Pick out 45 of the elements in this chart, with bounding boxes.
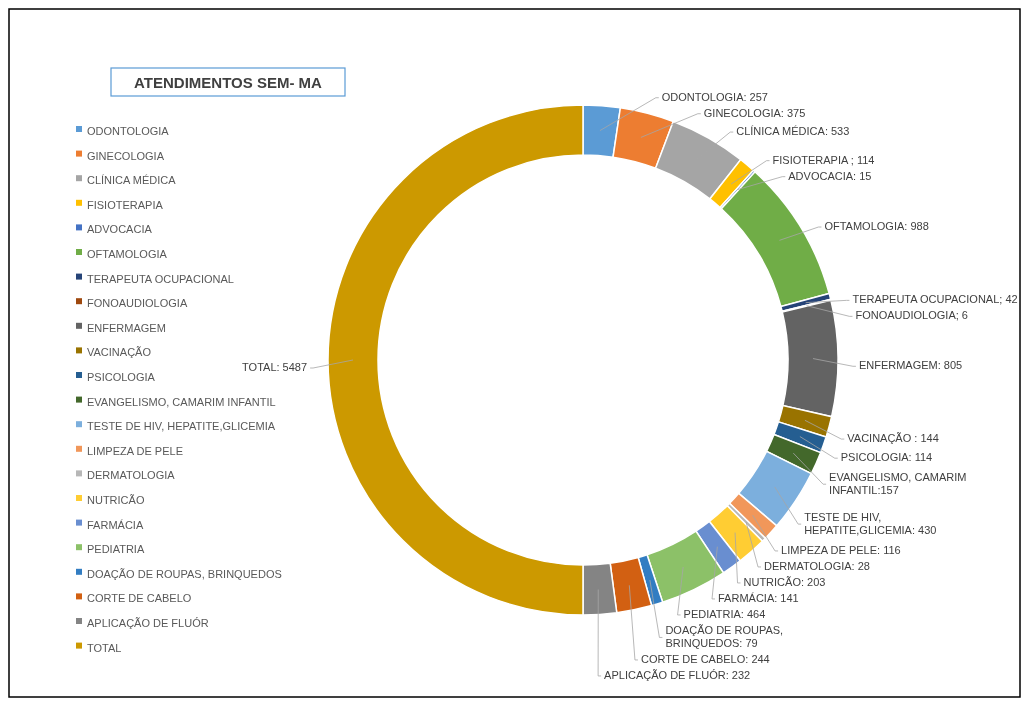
legend-label: PEDIATRIA: [87, 543, 145, 556]
data-label: FONOAUDIOLOGIA; 6: [855, 309, 968, 322]
data-label: OFTAMOLOGIA: 988: [824, 220, 929, 233]
data-label: EVANGELISMO, CAMARIM INFANTIL:157: [829, 470, 967, 496]
data-label: ENFERMAGEM: 805: [858, 359, 963, 372]
data-label: TERAPEUTA OCUPACIONAL; 42: [852, 293, 1018, 306]
legend-label: GINECOLOGIA: [87, 149, 165, 162]
legend-label: TERAPEUTA OCUPACIONAL: [87, 272, 234, 285]
data-label: GINECOLOGIA: 375: [703, 106, 806, 119]
legend-label: FARMÁCIA: [87, 518, 144, 531]
data-label: LIMPEZA DE PELE: 116: [781, 543, 901, 556]
legend-label: FONOAUDIOLOGIA: [87, 297, 188, 310]
data-label: PEDIATRIA: 464: [683, 607, 766, 620]
legend-label: NUTRICÃO: [87, 493, 145, 506]
legend-label: ADVOCACIA: [87, 223, 153, 236]
legend-label: LIMPEZA DE PELE: [87, 444, 183, 457]
data-label: CLÍNICA MÉDICA: 533: [736, 125, 850, 138]
data-label: VACINAÇÃO : 144: [847, 432, 939, 445]
legend-label: CORTE DE CABELO: [87, 592, 192, 605]
legend-label: DERMATOLOGIA: [87, 469, 176, 482]
legend-label: FISIOTERAPIA: [87, 198, 164, 211]
data-label: FARMÁCIA: 141: [718, 591, 799, 604]
data-label: CORTE DE CABELO: 244: [640, 652, 770, 665]
chart-title: ATENDIMENTOS SEM- MA: [134, 74, 323, 91]
data-label: DOAÇÃO DE ROUPAS, BRINQUEDOS: 79: [665, 623, 784, 649]
data-label: APLICAÇÃO DE FLUÓR: 232: [604, 668, 751, 681]
legend-label: ODONTOLOGIA: [87, 124, 170, 137]
legend-label: TESTE DE HIV, HEPATITE,GLICEMIA: [87, 420, 276, 433]
legend-label: DOAÇÃO DE ROUPAS, BRINQUEDOS: [87, 567, 282, 580]
legend-label: PSICOLOGIA: [87, 370, 156, 383]
legend-label: APLICAÇÃO DE FLUÓR: [87, 616, 209, 629]
legend-label: TOTAL: [87, 641, 122, 654]
legend-label: CLÍNICA MÉDICA: [87, 174, 177, 187]
data-label: PSICOLOGIA: 114: [840, 451, 933, 464]
legend-label: VACINAÇÃO: [87, 346, 152, 359]
legend-label: EVANGELISMO, CAMARIM INFANTIL: [87, 395, 276, 408]
data-label: ADVOCACIA: 15: [788, 169, 872, 182]
data-label: TOTAL: 5487: [242, 361, 308, 373]
data-label: DERMATOLOGIA: 28: [764, 559, 870, 572]
data-label: ODONTOLOGIA: 257: [661, 90, 768, 103]
legend-label: ENFERMAGEM: [87, 321, 166, 334]
data-label: TESTE DE HIV, HEPATITE,GLICEMIA: 430: [804, 510, 937, 536]
legend-label: OFTAMOLOGIA: [87, 247, 168, 260]
data-label: FISIOTERAPIA ; 114: [772, 153, 875, 166]
data-label: NUTRICÃO: 203: [743, 575, 826, 588]
